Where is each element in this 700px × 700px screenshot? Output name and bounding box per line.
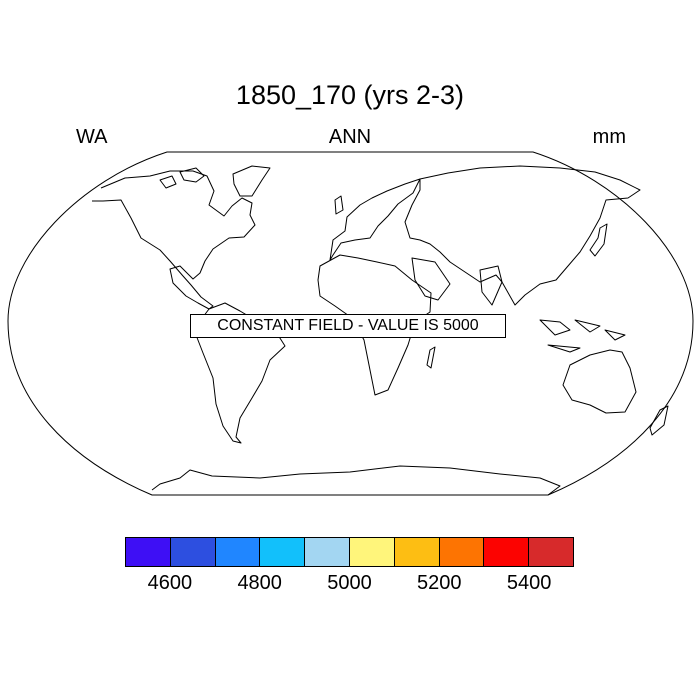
australia-coast [562,349,637,414]
colorbar-segment [394,538,440,566]
colorbar-segment [529,538,573,566]
asia-coast [404,165,641,306]
colorbar-segment [305,538,350,566]
colorbar [125,537,574,567]
colorbar-segment [484,538,530,566]
coastlines [92,165,669,496]
europe-coast [329,178,421,261]
madagascar-coast [426,346,436,369]
colorbar-tick-label: 5200 [417,572,462,594]
colorbar-segment [349,538,395,566]
japan-coast [589,223,608,257]
constant-field-notice: CONSTANT FIELD - VALUE IS 5000 [190,314,506,338]
india-coast [479,265,503,306]
colorbar-tick-label: 5000 [327,572,372,594]
colorbar-segment [439,538,485,566]
variable-label: WA [76,126,108,148]
season-label: ANN [328,126,372,148]
colorbar-segment [126,538,171,566]
british-isles [334,195,344,215]
indonesia-coast [539,319,626,353]
new-zealand-coast [649,405,669,436]
units-label: mm [592,126,626,148]
plot-title: 1850_170 (yrs 2-3) [235,80,465,110]
colorbar-tick-label: 4600 [147,572,193,594]
colorbar-ticks: 4600 4800 5000 5200 5400 [125,572,574,598]
colorbar-tick-label: 4800 [237,572,282,594]
antarctica-coast [151,465,561,496]
greenland-coast [232,165,271,197]
colorbar-segment [170,538,216,566]
africa-coast [317,254,432,396]
arabia-coast [411,257,451,301]
north-america-coast [92,170,256,310]
arctic-islands [159,167,205,189]
colorbar-segment [260,538,306,566]
colorbar-segment [215,538,261,566]
colorbar-tick-label: 5400 [506,572,552,594]
